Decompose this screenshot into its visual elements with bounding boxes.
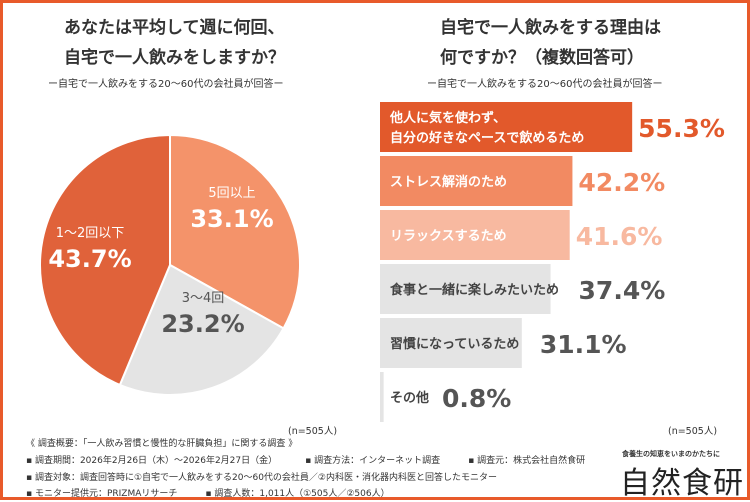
bar-label: ストレス解消のため [390, 174, 507, 190]
right-title: 自宅で一人飲みをする理由は 何ですか？（複数回答可） [440, 13, 661, 73]
pie-slice-value: 33.1% [190, 205, 273, 233]
pie-slice-value: 23.2% [161, 310, 244, 338]
bar-value: 0.8% [442, 384, 511, 413]
footer-period: ▪ 調査期間：2026年2月26日（木）〜2026年2月27日（金） [26, 456, 278, 466]
footer-heading: 《 調査概要：「一人飲み習慣と慢性的な肝臓負担」に関する調査 》 [26, 439, 298, 449]
left-n-label: (n=505人) [288, 426, 338, 437]
pie-slice [39, 133, 171, 387]
right-subtitle: ー自宅で一人飲みをする20〜60代の会社員が回答ー [427, 79, 663, 90]
pie-slice-label: 5回以上 [208, 186, 255, 201]
bar-label: 習慣になっているため [390, 336, 519, 352]
right-title-line1: 自宅で一人飲みをする理由は [440, 18, 661, 38]
pie-slice [118, 263, 285, 396]
bar [380, 264, 551, 314]
bar-label: 食事と一緒に楽しみたいため [390, 282, 559, 298]
bar-value: 31.1% [540, 330, 627, 359]
bar-value: 41.6% [576, 222, 663, 251]
bar-label: 他人に気を使わず、 [389, 110, 506, 126]
bar-label: その他 [390, 390, 429, 406]
bar-value: 55.3% [638, 114, 725, 143]
footer-count: ▪ 調査人数：1,011人（①505人／②506人） [205, 489, 390, 499]
footer-provider: ▪ モニター提供元：PRIZMAリサーチ [26, 489, 178, 499]
logo: 自然食研 [620, 466, 744, 501]
bar-chart: 他人に気を使わず、自分の好きなペースで飲めるため 55.3% ストレス解消のため 42… [380, 102, 725, 422]
bar-value: 42.2% [578, 168, 665, 197]
pie-slice [169, 133, 301, 330]
right-title-line2: 何ですか？（複数回答可） [440, 48, 644, 68]
footer-target: ▪ 調査対象：調査回答時に①自宅で一人飲みをする20〜60代の会社員／②内科医・… [26, 473, 498, 483]
pie-chart: 5回以上 33.1% 3〜4回 23.2% 1〜2回以下 43.7% [39, 133, 301, 396]
bar-value: 37.4% [579, 276, 666, 305]
bar [380, 318, 522, 368]
logo-tagline: 食養生の知恵をいまのかたちに [622, 450, 720, 458]
pie-slice-label: 1〜2回以下 [56, 226, 125, 241]
bar [380, 102, 633, 152]
left-title-line2: 自宅で一人飲みをしますか？ [64, 48, 285, 68]
footer-method: ▪ 調査方法：インターネット調査 [305, 456, 441, 466]
left-title-line1: あなたは平均して週に何回、 [64, 18, 285, 38]
pie-slice-label: 3〜4回 [182, 291, 225, 306]
left-subtitle: ー自宅で一人飲みをする20〜60代の会社員が回答ー [48, 79, 284, 90]
footer-row-1: ▪ 調査期間：2026年2月26日（木）〜2026年2月27日（金） ▪ 調査方法… [26, 453, 613, 466]
bar-label: 自分の好きなペースで飲めるため [390, 130, 584, 146]
right-n-label: (n=505人) [668, 426, 718, 437]
footer-row-3: ▪ モニター提供元：PRIZMAリサーチ ▪ 調査人数：1,011人（①505人／… [26, 486, 418, 499]
bar [380, 210, 570, 260]
bar-label: リラックスするため [390, 229, 507, 244]
left-title: あなたは平均して週に何回、 自宅で一人飲みをしますか？ [64, 13, 285, 73]
footer-source: ▪ 調査元：株式会社自然食研 [468, 456, 586, 466]
bar [380, 372, 384, 422]
bar [380, 156, 573, 206]
pie-slice-value: 43.7% [48, 245, 131, 273]
